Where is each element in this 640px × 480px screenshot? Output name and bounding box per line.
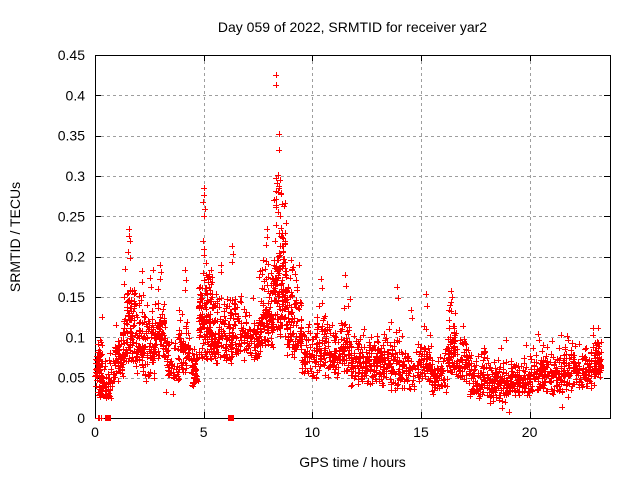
y-tick-label: 0 [77, 410, 85, 426]
y-tick-label: 0.4 [66, 87, 86, 103]
chart-title: Day 059 of 2022, SRMTID for receiver yar… [217, 19, 488, 35]
x-axis-label: GPS time / hours [299, 454, 406, 470]
x-tick-label: 10 [305, 424, 321, 440]
y-tick-label: 0.15 [58, 289, 85, 305]
data-points [92, 72, 604, 421]
tick-labels: 0 5 10 15 20 0 0.05 0.1 0.15 0.2 0.25 0.3 0.35 0.4 0.4… [58, 47, 538, 440]
y-tick-label: 0.35 [58, 128, 85, 144]
y-tick-label: 0.05 [58, 370, 85, 386]
axis-ticks [95, 55, 610, 419]
plot-border [95, 55, 611, 419]
y-tick-label: 0.2 [66, 249, 86, 265]
y-tick-label: 0.1 [66, 329, 86, 345]
x-tick-label: 20 [522, 424, 538, 440]
plot-frame [95, 55, 611, 419]
x-tick-label: 15 [413, 424, 429, 440]
plus-markers [92, 72, 604, 421]
y-tick-label: 0.3 [66, 168, 86, 184]
x-tick-label: 0 [91, 424, 99, 440]
y-tick-label: 0.45 [58, 47, 85, 63]
x-tick-label: 5 [200, 424, 208, 440]
y-tick-label: 0.25 [58, 208, 85, 224]
